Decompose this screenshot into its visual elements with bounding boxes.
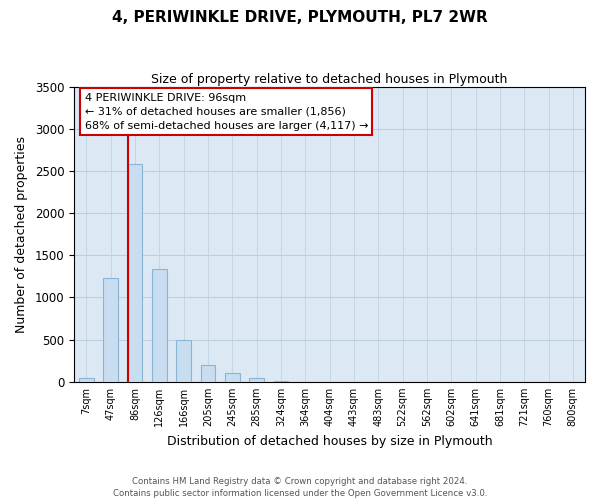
- Bar: [225, 372, 239, 382]
- Text: 4, PERIWINKLE DRIVE, PLYMOUTH, PL7 2WR: 4, PERIWINKLE DRIVE, PLYMOUTH, PL7 2WR: [112, 10, 488, 25]
- Text: 4 PERIWINKLE DRIVE: 96sqm
← 31% of detached houses are smaller (1,856)
68% of se: 4 PERIWINKLE DRIVE: 96sqm ← 31% of detac…: [85, 92, 368, 130]
- Y-axis label: Number of detached properties: Number of detached properties: [15, 136, 28, 332]
- X-axis label: Distribution of detached houses by size in Plymouth: Distribution of detached houses by size …: [167, 434, 493, 448]
- Bar: [201, 365, 215, 382]
- Bar: [152, 269, 167, 382]
- Title: Size of property relative to detached houses in Plymouth: Size of property relative to detached ho…: [151, 72, 508, 86]
- Bar: [176, 340, 191, 382]
- Bar: [250, 378, 264, 382]
- Bar: [128, 164, 142, 382]
- Bar: [79, 378, 94, 382]
- Text: Contains HM Land Registry data © Crown copyright and database right 2024.
Contai: Contains HM Land Registry data © Crown c…: [113, 476, 487, 498]
- Bar: [103, 278, 118, 382]
